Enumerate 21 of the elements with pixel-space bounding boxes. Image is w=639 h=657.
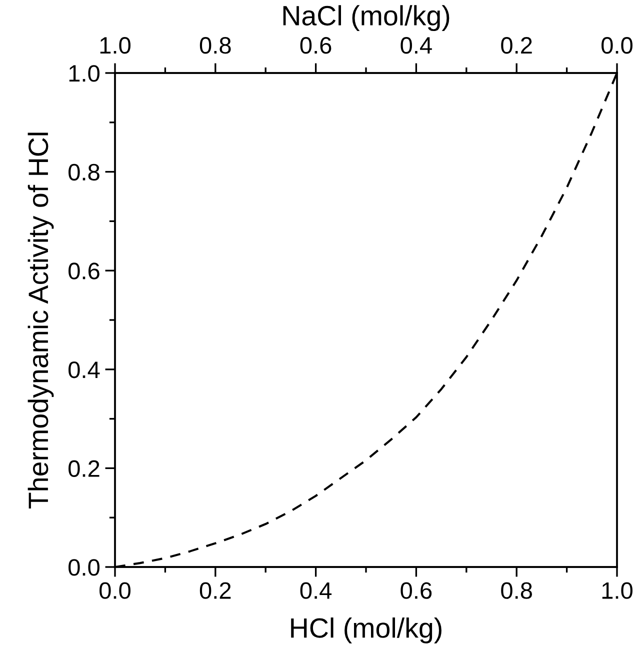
x2-tick-label: 0.4 [400,37,432,54]
x-tick-label: 0.2 [200,582,231,599]
x-tick-label: 0.4 [300,582,332,599]
x-tick-label: 0.0 [100,582,130,599]
y-tick-label: 1.0 [69,65,100,82]
x-tick-label: 0.8 [501,582,532,599]
y-axis-title: Thermodynamic Activity of HCl [28,132,54,508]
y-tick-label: 0.8 [68,164,100,181]
x-tick-label: 0.6 [400,582,432,599]
x2-tick-label: 1.0 [100,37,130,54]
y-tick-label: 0.6 [68,262,100,280]
x-axis-title: HCl (mol/kg) [291,617,442,644]
x-tick-label: 1.0 [602,582,632,599]
x2-tick-label: 0.2 [501,37,532,54]
y-tick-label: 0.4 [68,361,100,378]
y-tick-label: 0.2 [68,460,100,477]
y-tick-label: 0.0 [68,559,100,576]
x2-axis-title: NaCl (mol/kg) [283,5,450,32]
x2-tick-label: 0.6 [300,37,332,54]
x2-tick-label: 0.0 [602,37,632,54]
x2-tick-label: 0.8 [200,37,231,54]
